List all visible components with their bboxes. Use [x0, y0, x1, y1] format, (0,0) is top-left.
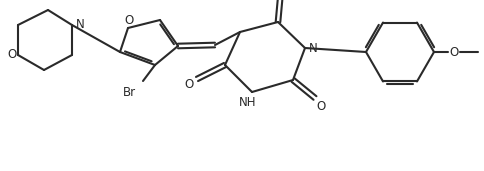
Text: O: O	[124, 14, 134, 27]
Text: N: N	[309, 42, 318, 55]
Text: O: O	[7, 49, 16, 62]
Text: NH: NH	[239, 95, 257, 109]
Text: N: N	[76, 18, 84, 31]
Text: O: O	[317, 100, 326, 113]
Text: Br: Br	[122, 87, 136, 100]
Text: O: O	[184, 78, 194, 91]
Text: O: O	[449, 45, 459, 58]
